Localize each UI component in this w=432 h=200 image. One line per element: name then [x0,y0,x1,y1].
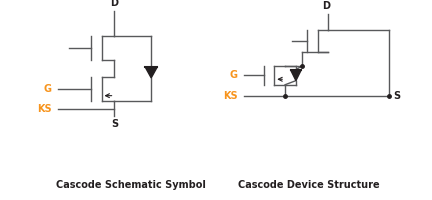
Text: KS: KS [223,91,238,101]
Text: Cascode Schematic Symbol: Cascode Schematic Symbol [56,180,206,190]
Text: G: G [229,70,238,80]
Text: S: S [111,119,118,129]
Text: G: G [44,84,52,94]
Text: D: D [322,1,330,11]
Text: S: S [393,91,400,101]
Text: D: D [111,0,118,8]
Polygon shape [145,67,157,78]
Text: Cascode Device Structure: Cascode Device Structure [238,180,379,190]
Polygon shape [290,70,301,81]
Text: KS: KS [37,104,52,114]
